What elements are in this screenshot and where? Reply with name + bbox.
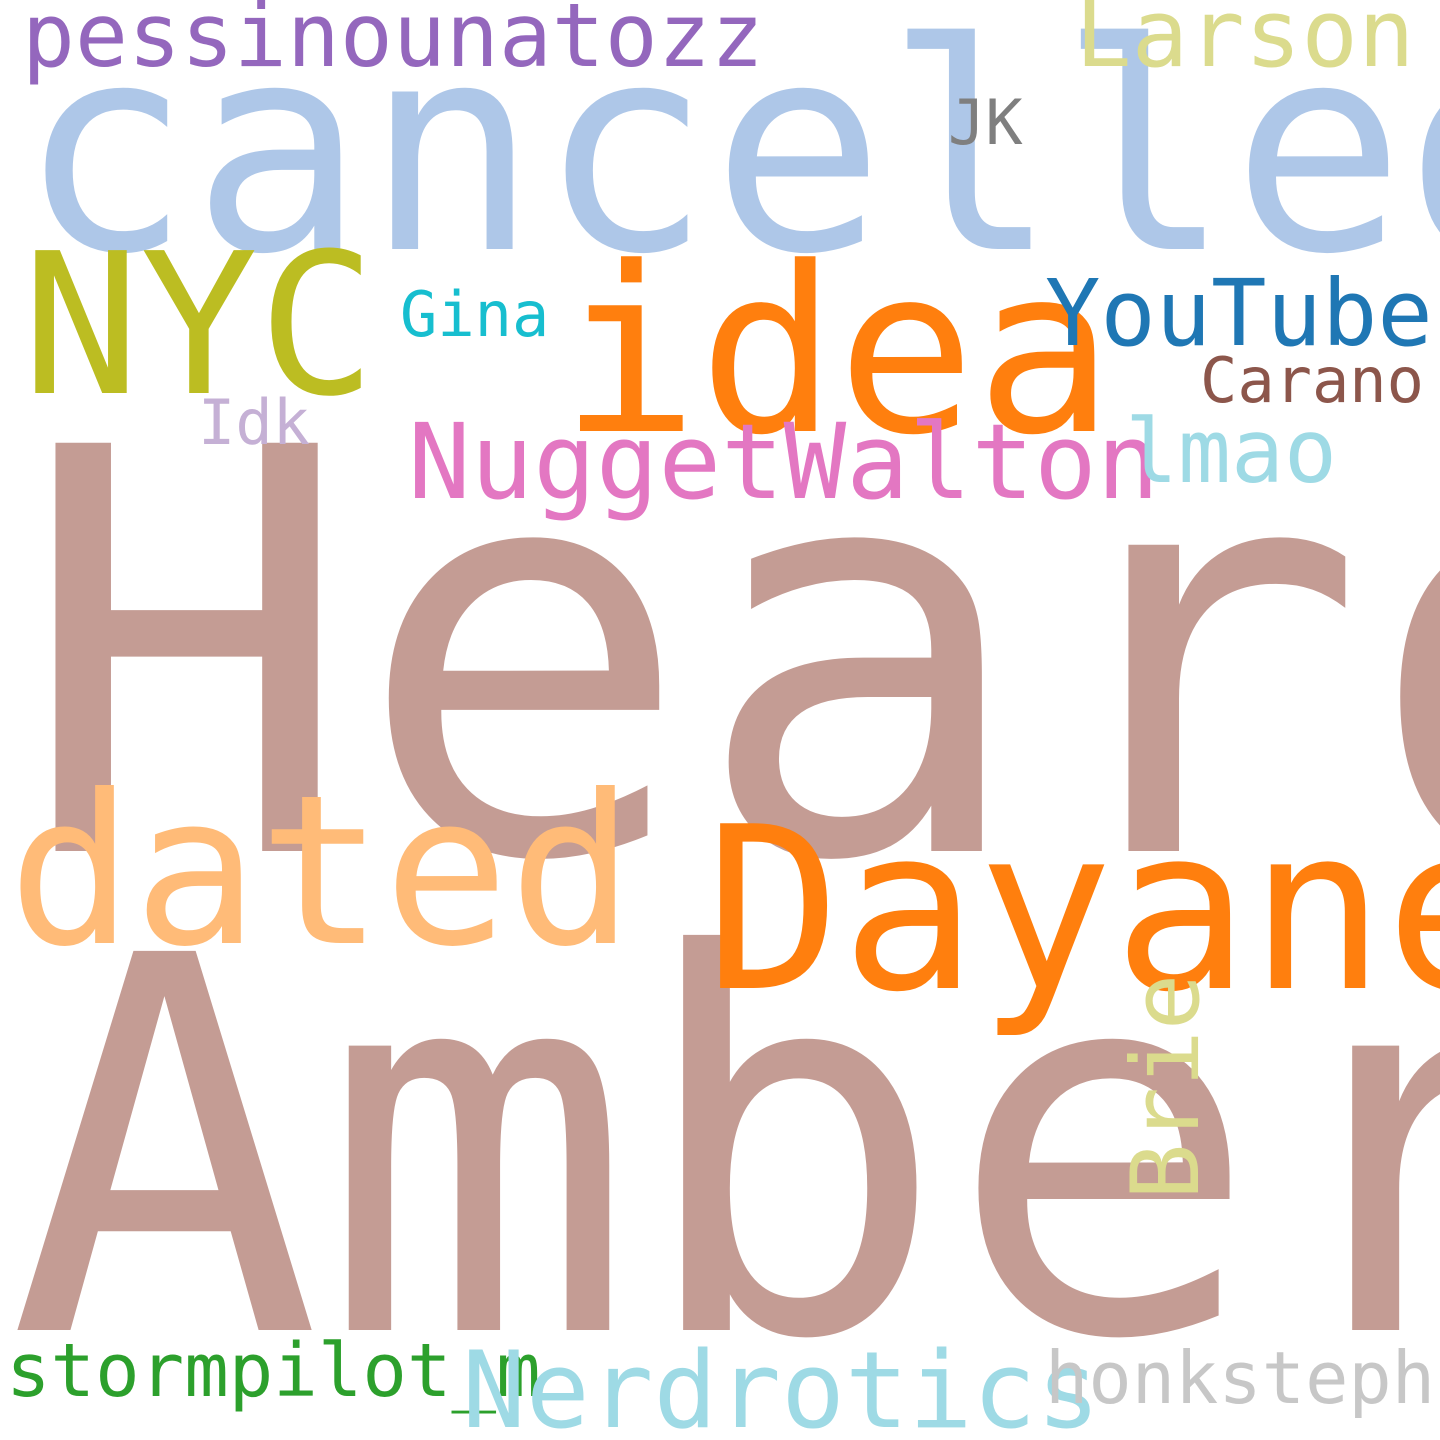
word-honkstephs: honkstephs	[1045, 1336, 1440, 1420]
word-nerdrotics: Nerdrotics	[462, 1329, 1101, 1440]
word-dated: dated	[8, 751, 635, 993]
word-idk: Idk	[198, 386, 310, 459]
word-gina: Gina	[400, 278, 550, 351]
word-lmao: lmao	[1125, 400, 1337, 503]
word-idea: idea	[560, 219, 1114, 486]
word-stormpilot: stormpilot_m	[6, 1328, 541, 1414]
word-dayane: Dayane	[705, 779, 1440, 1042]
word-nuggetwalton: NuggetWalton	[408, 401, 1160, 523]
word-cancelled: cancelled	[18, 0, 1440, 317]
word-pessinounatozz: pessinounatozz	[22, 0, 764, 87]
word-amber: Amber	[8, 847, 1440, 1440]
word-heard: Heard	[18, 332, 1440, 984]
word-brie: Brie	[1112, 973, 1221, 1200]
word-larson: Larson	[1075, 0, 1415, 89]
word-youtube: YouTube	[1045, 260, 1433, 367]
word-nyc: NYC	[22, 212, 377, 440]
word-carano: Carano	[1200, 344, 1424, 417]
word-jk: JK	[948, 86, 1023, 159]
